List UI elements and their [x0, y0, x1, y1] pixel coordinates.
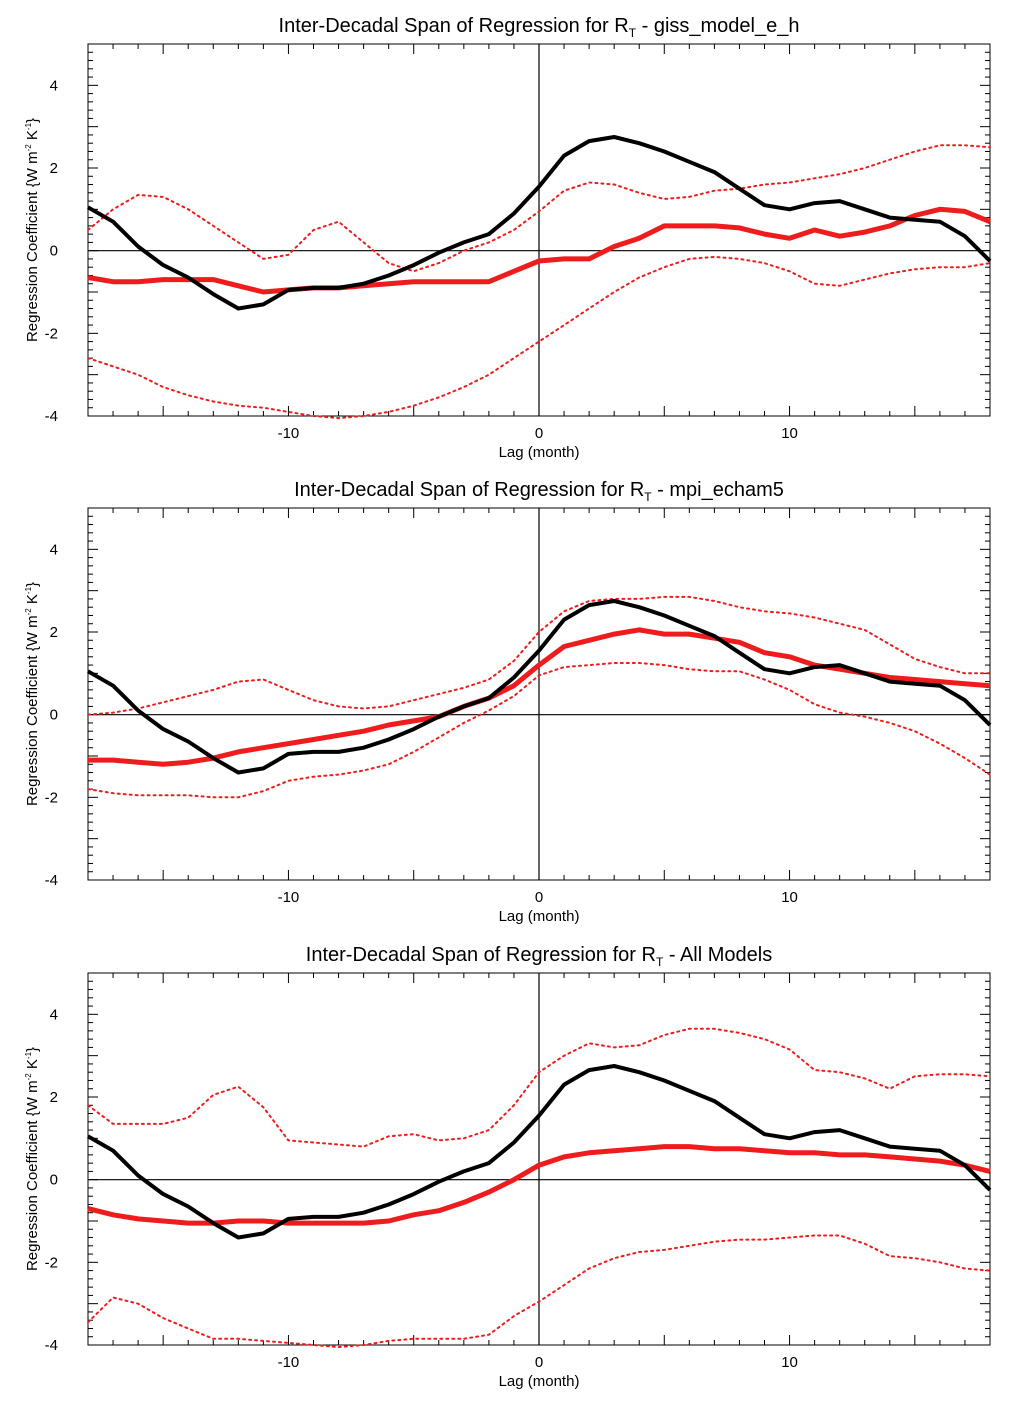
y-tick-label: 4	[50, 1006, 58, 1023]
y-tick-label: -4	[45, 1337, 58, 1354]
y-tick-label: 4	[50, 541, 58, 558]
series-line-red-dotted-3	[87, 255, 991, 420]
x-tick-label: 10	[781, 1354, 798, 1371]
x-tick-label: 0	[535, 1354, 543, 1371]
y-tick-label: 2	[50, 624, 58, 641]
x-tick-label: 0	[535, 425, 543, 442]
x-tick-label: 10	[781, 889, 798, 906]
x-axis-label: Lag (month)	[499, 908, 580, 925]
x-tick-label: 0	[535, 889, 543, 906]
series-line-red	[88, 627, 991, 767]
y-tick-label: 2	[50, 1089, 58, 1106]
x-axis-label: Lag (month)	[499, 444, 580, 461]
series-line-black	[87, 599, 992, 775]
chart-giss-model-e-h: Inter-Decadal Span of Regression for RT …	[24, 15, 992, 461]
y-tick-label: 0	[50, 1172, 58, 1189]
chart-title: Inter-Decadal Span of Regression for RT …	[294, 479, 784, 504]
x-tick-label: -10	[278, 889, 300, 906]
chart-title: Inter-Decadal Span of Regression for RT …	[306, 944, 772, 969]
y-tick-label: -4	[45, 408, 58, 425]
series-line-red	[87, 206, 991, 295]
y-tick-label: 2	[50, 160, 58, 177]
y-tick-label: 4	[50, 77, 58, 94]
series-line-red-dotted-3	[87, 662, 991, 799]
series-line-red-dotted-2	[87, 144, 991, 273]
series-line-red	[87, 1144, 991, 1226]
x-tick-label: -10	[278, 425, 300, 442]
x-axis-label: Lag (month)	[499, 1373, 580, 1390]
y-tick-label: 0	[50, 243, 58, 260]
y-tick-label: -2	[45, 789, 58, 806]
chart-all-models: Inter-Decadal Span of Regression for RT …	[24, 944, 992, 1390]
series-line-black	[87, 1064, 992, 1240]
y-axis-label: Regression Coefficient {W m-2 K-1}	[24, 118, 41, 342]
x-tick-label: 10	[781, 425, 798, 442]
x-tick-label: -10	[278, 1354, 300, 1371]
series-line-red-dotted-2	[87, 1027, 991, 1148]
chart-title: Inter-Decadal Span of Regression for RT …	[279, 15, 800, 40]
series-line-black	[87, 135, 992, 311]
y-tick-label: 0	[50, 707, 58, 724]
y-tick-label: -2	[45, 1254, 58, 1271]
series-line-red-dotted-3	[87, 1234, 991, 1349]
chart-mpi-echam5: Inter-Decadal Span of Regression for RT …	[24, 479, 992, 925]
y-axis-label: Regression Coefficient {W m-2 K-1}	[24, 1047, 41, 1271]
y-tick-label: -2	[45, 325, 58, 342]
y-axis-label: Regression Coefficient {W m-2 K-1}	[24, 582, 41, 806]
y-tick-label: -4	[45, 872, 58, 889]
